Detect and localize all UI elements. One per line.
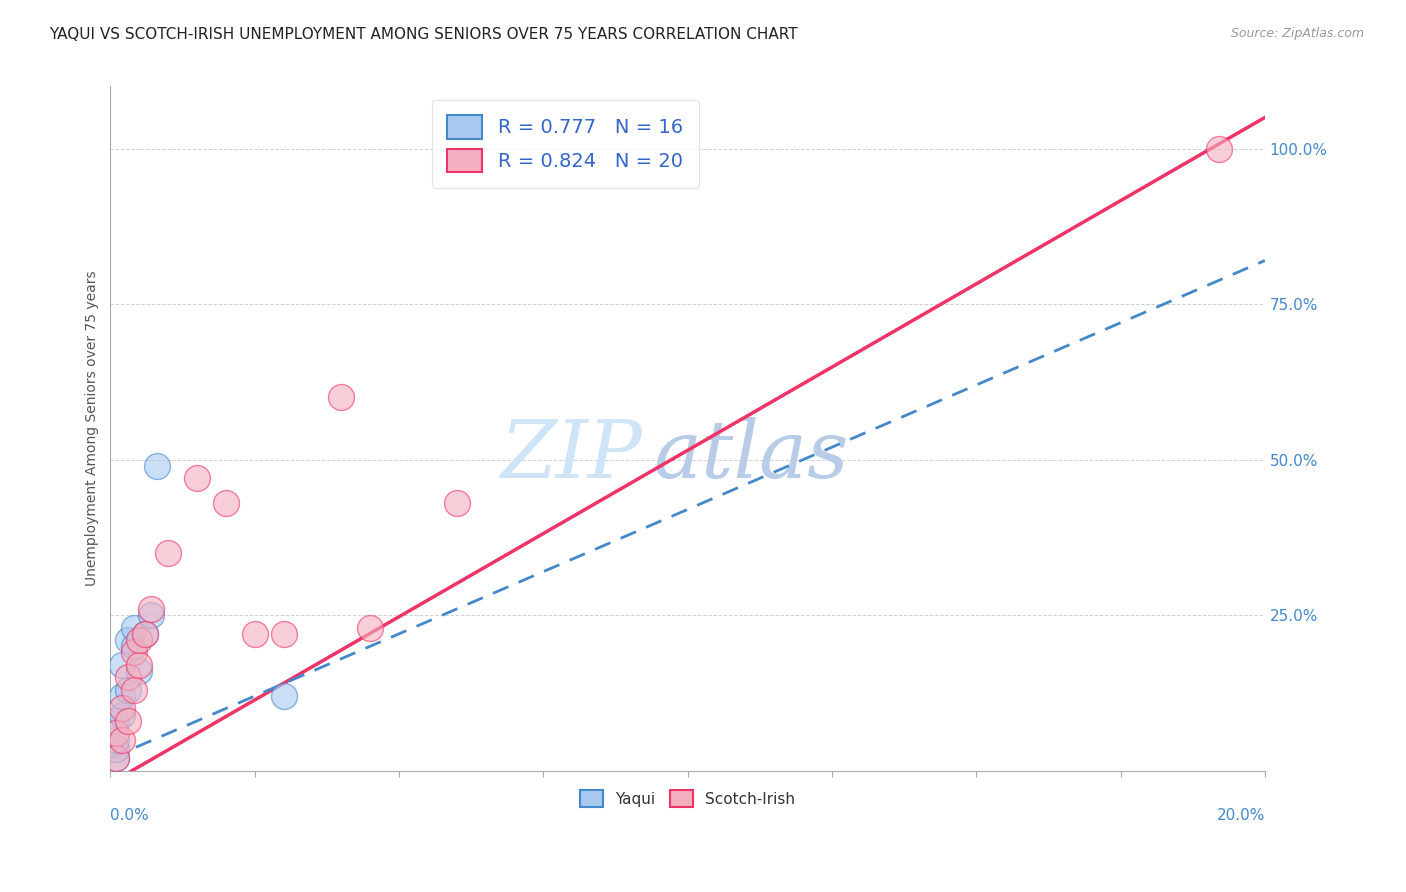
Point [1208,142,1230,156]
Legend: Yaqui, Scotch-Irish: Yaqui, Scotch-Irish [572,782,803,814]
Point [105,714,128,728]
Point [122,646,145,660]
Point [273,627,295,641]
Y-axis label: Unemployment Among Seniors over 75 years: Unemployment Among Seniors over 75 years [86,270,100,586]
Point [134,627,156,641]
Text: atlas: atlas [652,417,848,495]
Point [122,682,145,697]
Point [111,657,134,672]
Point [117,714,139,728]
Point [122,640,145,654]
Point [157,546,180,560]
Point [134,627,156,641]
Point [105,742,128,756]
Point [139,608,162,623]
Point [128,633,150,648]
Point [243,627,266,641]
Point [330,391,353,405]
Point [359,621,381,635]
Point [128,657,150,672]
Point [105,751,128,765]
Point [273,689,295,703]
Point [186,471,208,485]
Point [111,701,134,715]
Point [215,496,238,510]
Point [111,707,134,722]
Text: ZIP: ZIP [499,417,641,495]
Point [111,732,134,747]
Point [446,496,468,510]
Point [145,458,167,473]
Point [105,751,128,765]
Text: YAQUI VS SCOTCH-IRISH UNEMPLOYMENT AMONG SENIORS OVER 75 YEARS CORRELATION CHART: YAQUI VS SCOTCH-IRISH UNEMPLOYMENT AMONG… [49,27,797,42]
Text: Source: ZipAtlas.com: Source: ZipAtlas.com [1230,27,1364,40]
Point [117,670,139,684]
Point [105,726,128,740]
Point [122,621,145,635]
Point [117,682,139,697]
Text: 20.0%: 20.0% [1216,808,1265,823]
Point [117,633,139,648]
Text: 0.0%: 0.0% [111,808,149,823]
Point [111,689,134,703]
Point [128,664,150,678]
Point [139,602,162,616]
Point [105,732,128,747]
